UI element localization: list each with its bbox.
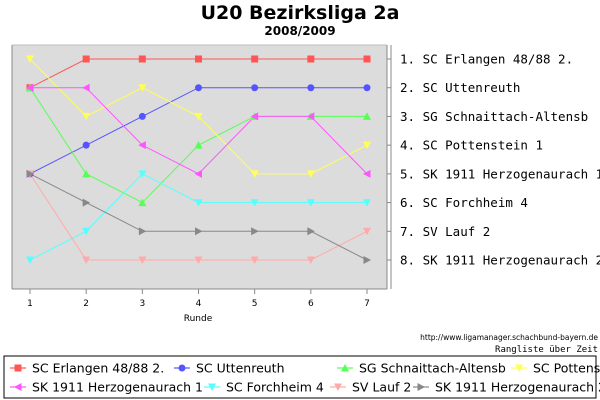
legend-box: [3, 355, 597, 399]
legend-label: SV Lauf 2: [352, 380, 411, 395]
data-point: [250, 256, 259, 264]
data-point: [306, 199, 315, 207]
legend-marker: [515, 364, 523, 372]
data-point: [306, 112, 315, 121]
data-point: [195, 55, 202, 63]
x-tick-label: 3: [139, 299, 145, 309]
x-tick-label: 2: [83, 299, 89, 309]
data-point: [363, 55, 371, 63]
data-point: [26, 83, 34, 92]
data-point: [250, 199, 259, 207]
rank-label: 8. SK 1911 Herzogenaurach 2: [400, 253, 600, 268]
data-point: [363, 112, 371, 120]
legend-label: SC Pottenstein 1: [533, 361, 600, 376]
x-tick-label: 7: [364, 299, 370, 309]
data-point: [251, 84, 259, 92]
data-point: [363, 199, 371, 207]
plot-area: [12, 45, 387, 289]
legend-marker: [334, 383, 342, 391]
data-point: [82, 198, 91, 207]
x-tick-label: 1: [27, 299, 33, 309]
legend-label: SK 1911 Herzogenaurach 1: [32, 380, 203, 395]
legend-marker: [14, 383, 22, 391]
legend-label: SC Erlangen 48/88 2.: [32, 361, 164, 376]
legend-label: SK 1911 Herzogenaurach 2: [435, 380, 600, 395]
rank-label: 1. SC Erlangen 48/88 2.: [400, 52, 573, 67]
data-point: [82, 256, 91, 264]
x-tick-label: 4: [196, 299, 202, 309]
x-tick-label: 5: [252, 299, 258, 309]
data-point: [82, 141, 90, 149]
rank-label: 3. SG Schnaittach-Altensb: [400, 109, 588, 124]
data-point: [307, 227, 315, 236]
data-point: [26, 169, 34, 178]
data-point: [138, 256, 147, 264]
data-point: [26, 256, 34, 264]
series-markers: [26, 55, 371, 264]
data-point: [251, 55, 259, 63]
data-point: [306, 170, 315, 178]
data-point: [82, 112, 91, 121]
legend-marker: [417, 383, 425, 391]
data-point: [138, 55, 146, 63]
data-point: [363, 84, 371, 92]
data-point: [138, 112, 146, 120]
chart-subtitle: 2008/2009: [264, 24, 335, 38]
legend: SC Erlangen 48/88 2. SC Uttenreuth SG Schn…: [10, 361, 600, 395]
legend-marker: [341, 364, 349, 372]
data-point: [138, 198, 147, 207]
rank-label: 7. SV Lauf 2: [400, 224, 490, 239]
data-point: [363, 256, 371, 264]
x-axis-label: Runde: [184, 314, 213, 324]
rank-label: 4. SC Pottenstein 1: [400, 138, 543, 153]
legend-label: SC Forchheim 4: [226, 380, 324, 395]
data-point: [306, 256, 315, 264]
chart-title: U20 Bezirksliga 2a: [201, 2, 400, 24]
rank-label: 6. SC Forchheim 4: [400, 195, 528, 210]
data-point: [82, 169, 91, 178]
data-point: [251, 227, 259, 236]
legend-marker: [178, 364, 186, 372]
data-point: [363, 141, 371, 150]
legend-marker: [208, 383, 216, 391]
data-point: [194, 169, 202, 178]
data-point: [307, 55, 315, 63]
data-point: [194, 256, 203, 264]
data-point: [195, 84, 202, 92]
legend-marker: [14, 364, 22, 372]
legend-label: SC Uttenreuth: [196, 361, 285, 376]
data-point: [363, 169, 371, 178]
x-tick-label: 6: [308, 299, 314, 309]
data-point: [363, 227, 371, 236]
data-point: [138, 141, 146, 150]
rank-label: 5. SK 1911 Herzogenaurach 1: [400, 166, 600, 181]
data-point: [82, 227, 91, 236]
data-point: [26, 55, 34, 63]
data-point: [82, 55, 90, 63]
data-point: [138, 170, 147, 178]
data-point: [250, 170, 259, 178]
data-point: [82, 83, 90, 92]
source-url: http://www.ligamanager.schachbund-bayern…: [420, 333, 598, 342]
data-point: [138, 84, 147, 92]
data-point: [307, 84, 315, 92]
rank-axis-labels: 1. SC Erlangen 48/88 2. 2. SC Uttenreuth 3…: [387, 52, 600, 268]
data-point: [194, 141, 203, 149]
legend-label: SG Schnaittach-Altensb: [359, 361, 506, 376]
footer-note: Rangliste über Zeit: [495, 345, 598, 355]
data-point: [194, 199, 203, 207]
data-point: [138, 227, 147, 236]
data-point: [195, 227, 203, 236]
rank-label: 2. SC Uttenreuth: [400, 80, 520, 95]
data-point: [194, 112, 203, 121]
data-point: [250, 112, 259, 121]
x-axis-ticks: 1 2 3 4 5 6 7: [27, 289, 370, 309]
